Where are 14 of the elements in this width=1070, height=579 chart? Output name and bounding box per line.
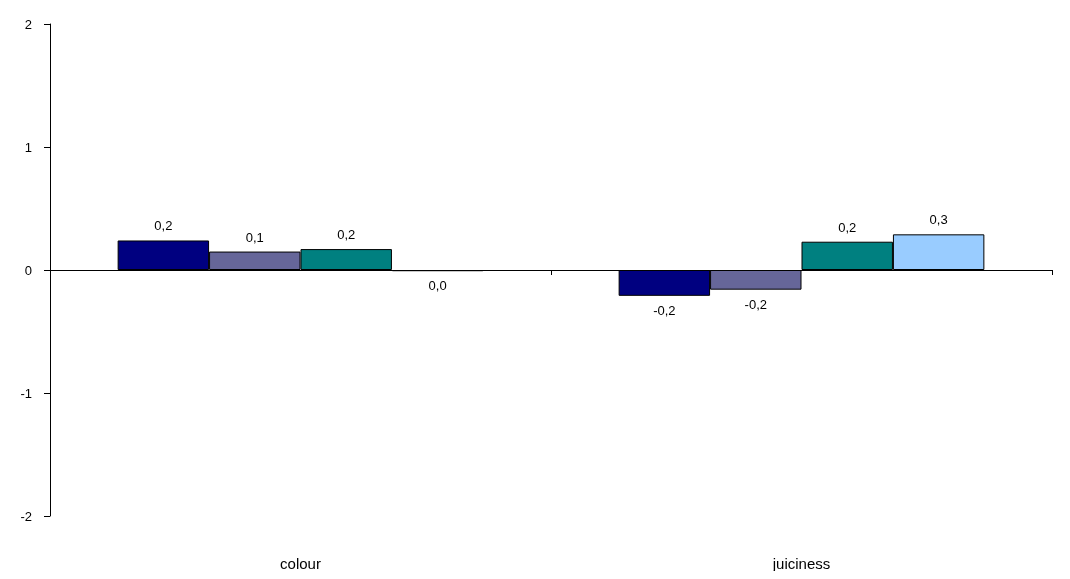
y-tick-label: 0 (24, 262, 32, 278)
y-tick-label: -2 (20, 508, 32, 524)
data-label: 0,0 (428, 278, 447, 294)
data-label: 0,2 (337, 227, 356, 243)
y-tick-label: 2 (24, 16, 32, 32)
x-tick-label: colour (280, 555, 321, 572)
data-label: 0,3 (929, 212, 948, 228)
data-label: 0,2 (154, 218, 173, 234)
data-label: 0,1 (245, 229, 264, 245)
y-tick-label: -1 (20, 385, 32, 401)
y-tick-label: 1 (24, 139, 32, 155)
data-label: -0,2 (744, 296, 767, 312)
data-label: -0,2 (653, 302, 676, 318)
data-label: 0,2 (838, 219, 857, 235)
